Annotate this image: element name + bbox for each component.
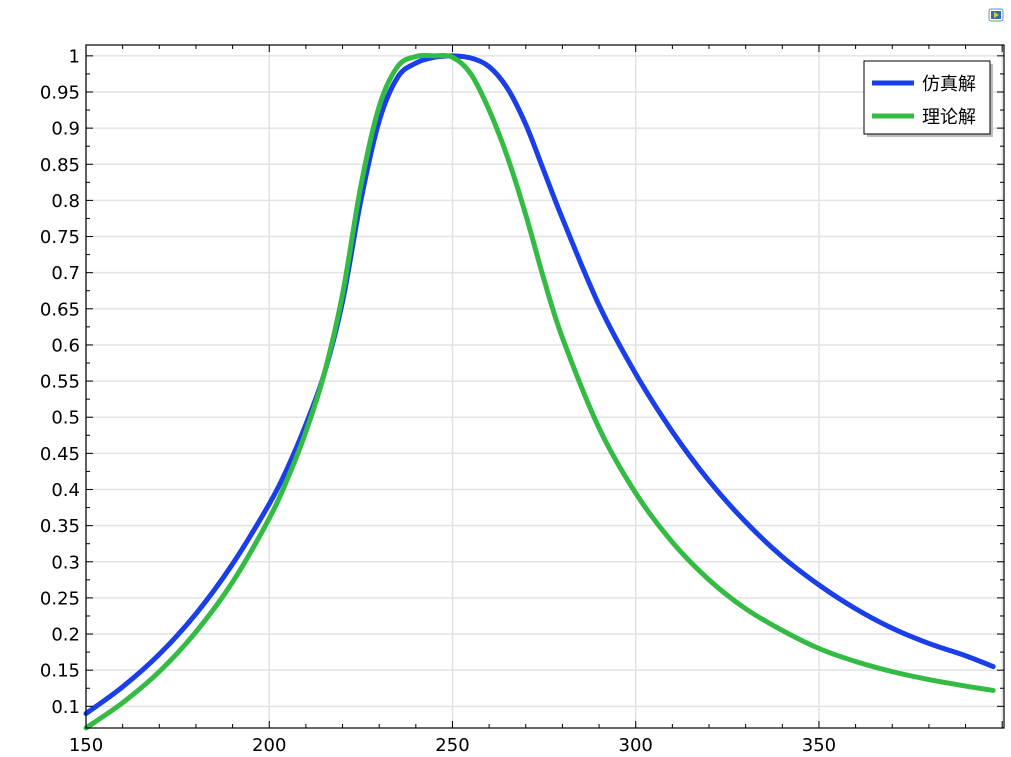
y-tick-label: 0.55 [40,372,80,393]
y-tick-label: 0.35 [40,516,80,537]
x-tick-label: 150 [69,735,103,756]
y-tick-label: 0.45 [40,444,80,465]
legend-label: 仿真解 [922,74,976,95]
grid-lines [85,45,1004,728]
image-export-icon[interactable] [988,8,1004,22]
x-tick-label: 200 [252,735,286,756]
y-tick-label: 0.9 [51,119,80,140]
x-tick-label: 350 [802,735,836,756]
plot-frame [85,44,1005,729]
y-tick-label: 0.6 [51,335,80,356]
series-line-2 [83,52,996,731]
y-tick-label: 0.1 [51,697,80,718]
y-tick-label: 0.85 [40,155,80,176]
y-tick-labels: 0.1 0.15 0.2 0.25 0.3 0.35 0.4 0.45 0.5 0.55 0.6 0.… [40,46,80,717]
y-tick-label: 0.65 [40,299,80,320]
y-tick-label: 0.4 [51,480,80,501]
y-tick-label: 0.5 [51,408,80,429]
x-tick-label: 250 [435,735,469,756]
legend-box [863,60,991,135]
x-tick-label: 300 [619,735,653,756]
legend-label: 理论解 [922,107,976,128]
y-tick-label: 0.8 [51,191,80,212]
y-tick-label: 0.7 [51,263,80,284]
y-tick-label: 0.2 [51,625,80,646]
x-tick-labels: 150 200 250 300 350 [69,735,836,756]
series-line-1 [83,53,996,717]
y-tick-label: 1 [69,46,80,67]
series-lines [83,52,996,731]
y-tick-label: 0.95 [40,82,80,103]
y-tick-label: 0.75 [40,227,80,248]
y-tick-label: 0.25 [40,588,80,609]
axis-ticks [85,45,1004,728]
y-tick-label: 0.3 [51,552,80,573]
y-tick-label: 0.15 [40,661,80,682]
